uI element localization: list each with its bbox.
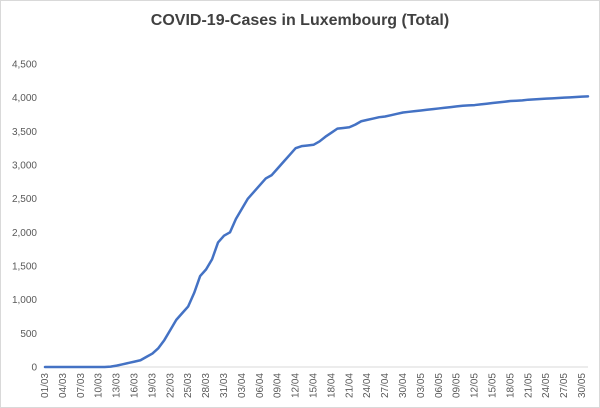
y-tick-label: 3,000 (12, 161, 37, 172)
x-tick-label: 27/05 (559, 373, 570, 398)
x-tick-label: 10/03 (94, 373, 105, 398)
y-tick-label: 2,000 (12, 228, 37, 239)
x-tick-label: 18/05 (505, 373, 516, 398)
series-line (43, 95, 590, 369)
x-tick-label: 06/04 (255, 373, 266, 398)
x-tick-label: 03/05 (416, 373, 427, 398)
x-tick-label: 31/03 (219, 373, 230, 398)
x-tick-label: 24/04 (362, 373, 373, 398)
x-tick-label: 07/03 (76, 373, 87, 398)
y-tick-label: 1,500 (12, 262, 37, 273)
x-tick-label: 25/03 (183, 373, 194, 398)
x-tick-label: 04/03 (58, 373, 69, 398)
x-tick-label: 13/03 (112, 373, 123, 398)
y-tick-label: 0 (31, 363, 37, 374)
x-tick-label: 12/05 (470, 373, 481, 398)
y-tick-label: 1,000 (12, 295, 37, 306)
x-tick-label: 12/04 (291, 373, 302, 398)
x-tick-label: 24/05 (541, 373, 552, 398)
x-tick-label: 09/05 (452, 373, 463, 398)
x-tick-label: 03/04 (237, 373, 248, 398)
x-tick-label: 16/03 (130, 373, 141, 398)
x-tick-label: 19/03 (147, 373, 158, 398)
x-tick-label: 15/04 (309, 373, 320, 398)
x-tick-label: 28/03 (201, 373, 212, 398)
x-tick-label: 18/04 (326, 373, 337, 398)
x-tick-label: 30/04 (398, 373, 409, 398)
y-tick-label: 3,500 (12, 127, 37, 138)
x-tick-label: 15/05 (488, 373, 499, 398)
x-tick-label: 06/05 (434, 373, 445, 398)
y-tick-label: 2,500 (12, 194, 37, 205)
x-tick-label: 30/05 (577, 373, 588, 398)
chart-title: COVID-19-Cases in Luxembourg (Total) (150, 12, 450, 29)
y-tick-label: 4,000 (12, 93, 37, 104)
x-tick-label: 01/03 (40, 373, 51, 398)
x-tick-label: 21/05 (523, 373, 534, 398)
y-tick-label: 500 (20, 329, 37, 340)
x-tick-label: 09/04 (273, 373, 284, 398)
x-tick-label: 21/04 (344, 373, 355, 398)
x-tick-label: 22/03 (165, 373, 176, 398)
x-tick-label: 27/04 (380, 373, 391, 398)
y-tick-label: 4,500 (12, 60, 37, 71)
